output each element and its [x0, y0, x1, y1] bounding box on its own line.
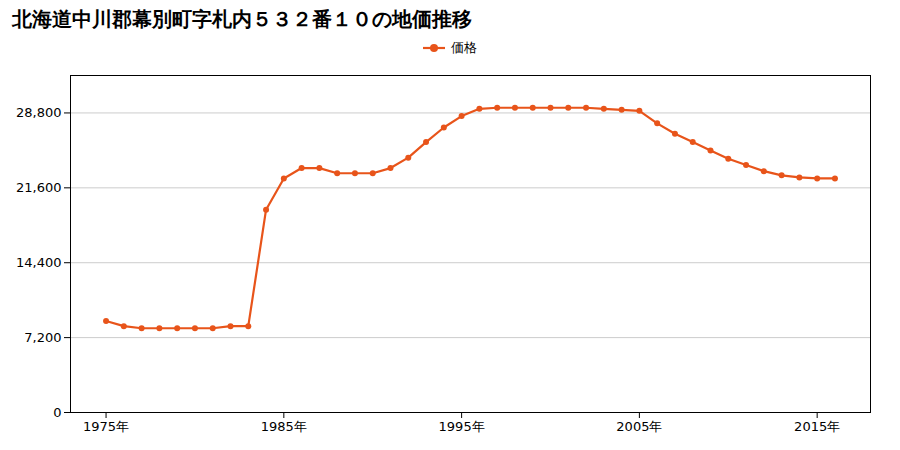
svg-text:21,600: 21,600 [16, 180, 62, 195]
svg-text:2015年: 2015年 [794, 419, 840, 434]
svg-text:28,800: 28,800 [16, 105, 62, 120]
svg-text:7,200: 7,200 [24, 330, 61, 345]
svg-text:1975年: 1975年 [83, 419, 129, 434]
svg-text:14,400: 14,400 [16, 255, 62, 270]
svg-text:2005年: 2005年 [616, 419, 662, 434]
html-text:北海道中川郡幕別町字札内５３２番１０の地価推移: 北海道中川郡幕別町字札内５３２番１０の地価推移 [12, 7, 472, 31]
svg-text:1985年: 1985年 [261, 419, 307, 434]
svg-text:0: 0 [53, 405, 61, 420]
html-text:価格: 価格 [451, 40, 477, 55]
svg-text:1995年: 1995年 [439, 419, 485, 434]
